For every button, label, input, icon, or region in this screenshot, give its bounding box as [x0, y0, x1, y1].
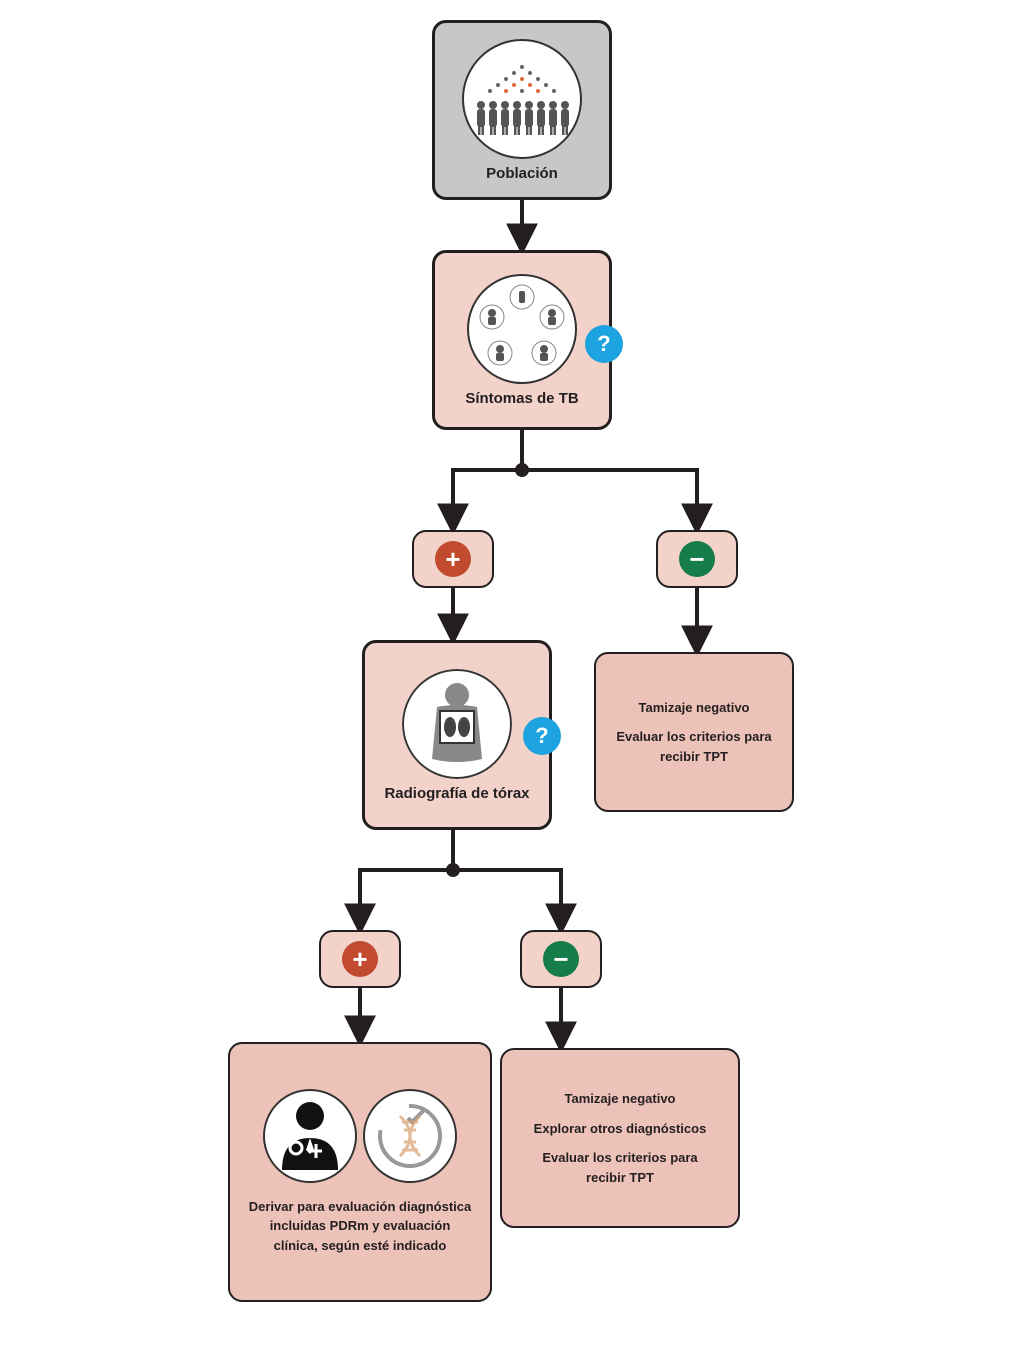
neg1-line-1: Evaluar los criterios para recibir TPT [596, 727, 792, 766]
node-negative-screening-1: Tamizaje negativo Evaluar los criterios … [594, 652, 794, 812]
xray-icon [402, 669, 512, 779]
minus-icon: − [543, 941, 579, 977]
plus-icon: + [435, 541, 471, 577]
poblacion-label: Población [486, 165, 558, 182]
radiografia-label: Radiografía de tórax [384, 785, 529, 802]
neg1-line-0: Tamizaje negativo [638, 698, 749, 718]
neg2-line-1: Explorar otros diagnósticos [534, 1119, 707, 1139]
node-poblacion: Población [432, 20, 612, 200]
question-badge: ? [585, 325, 623, 363]
doctor-icon [263, 1089, 357, 1183]
dna-icon [363, 1089, 457, 1183]
node-plus: + [319, 930, 401, 988]
node-radiografia: Radiografía de tórax ? [362, 640, 552, 830]
node-derivar: Derivar para evaluación diagnóstica incl… [228, 1042, 492, 1302]
node-minus: − [656, 530, 738, 588]
population-icon [462, 39, 582, 159]
question-badge: ? [523, 717, 561, 755]
flowchart-canvas: Población Síntomas de TB ? + [0, 0, 1024, 1352]
symptoms-icon [467, 274, 577, 384]
minus-icon: − [679, 541, 715, 577]
node-minus: − [520, 930, 602, 988]
plus-icon: + [342, 941, 378, 977]
neg2-line-0: Tamizaje negativo [564, 1089, 675, 1109]
sintomas-label: Síntomas de TB [465, 390, 578, 407]
node-plus: + [412, 530, 494, 588]
node-negative-screening-2: Tamizaje negativo Explorar otros diagnós… [500, 1048, 740, 1228]
node-sintomas: Síntomas de TB ? [432, 250, 612, 430]
neg2-line-2: Evaluar los criterios para recibir TPT [502, 1148, 738, 1187]
derivar-text: Derivar para evaluación diagnóstica incl… [230, 1197, 490, 1256]
